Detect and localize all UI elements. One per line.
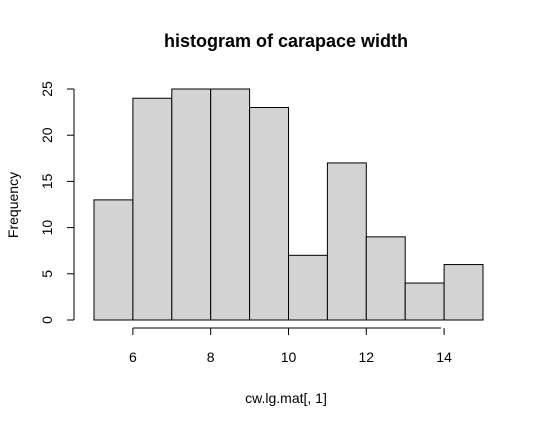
histogram-bar-9 [404, 282, 445, 321]
y-tick-label-0: 0 [39, 316, 55, 324]
x-tick-label-14: 14 [436, 349, 452, 365]
histogram-bar-10 [443, 264, 484, 321]
x-axis: 6 8 10 12 14 [129, 327, 452, 365]
y-axis-label: Frequency [5, 172, 21, 238]
histogram-bar-3 [171, 88, 212, 321]
x-tick-label-8: 8 [207, 349, 215, 365]
histogram-bar-7 [326, 162, 367, 321]
histogram-bar-2 [132, 97, 173, 321]
y-axis: 0 5 10 15 20 25 [39, 81, 75, 324]
chart-title: histogram of carapace width [164, 31, 408, 51]
histogram-bar-4 [210, 88, 251, 321]
y-tick-label-20: 20 [39, 127, 55, 143]
x-tick-label-6: 6 [129, 349, 137, 365]
y-tick-label-10: 10 [39, 220, 55, 236]
y-tick-label-15: 15 [39, 173, 55, 189]
histogram-bar-1 [93, 199, 134, 321]
histogram-bar-6 [288, 254, 328, 321]
x-tick-label-12: 12 [359, 349, 375, 365]
y-tick-label-25: 25 [39, 81, 55, 97]
y-tick-label-5: 5 [39, 270, 55, 278]
histogram-bar-8 [365, 236, 406, 321]
bars-group [93, 88, 484, 321]
x-tick-label-10: 10 [281, 349, 297, 365]
histogram-bar-5 [249, 106, 290, 321]
x-axis-label: cw.lg.mat[, 1] [245, 390, 327, 406]
